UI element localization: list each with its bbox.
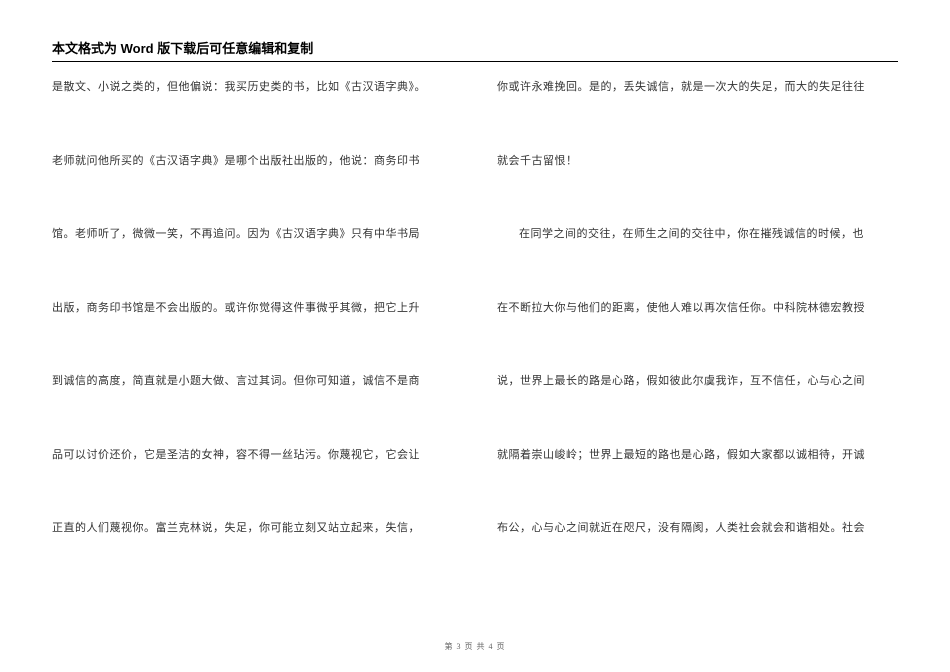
text-line: 布公，心与心之间就近在咫尺，没有隔阂，人类社会就会和谐相处。社会 — [497, 520, 898, 537]
left-column: 是散文、小说之类的，但他偏说：我买历史类的书，比如《古汉语字典》。 老师就问他所… — [52, 79, 453, 537]
text-line: 在同学之间的交往，在师生之间的交往中，你在摧残诚信的时候，也 — [497, 226, 898, 243]
text-line: 你或许永难挽回。是的，丢失诚信，就是一次大的失足，而大的失足往往 — [497, 79, 898, 96]
text-line: 是散文、小说之类的，但他偏说：我买历史类的书，比如《古汉语字典》。 — [52, 79, 453, 96]
text-line: 品可以讨价还价，它是圣洁的女神，容不得一丝玷污。你蔑视它，它会让 — [52, 447, 453, 464]
page-number: 第 3 页 共 4 页 — [445, 642, 506, 651]
text-line: 老师就问他所买的《古汉语字典》是哪个出版社出版的，他说：商务印书 — [52, 153, 453, 170]
text-line: 就隔着崇山峻岭；世界上最短的路也是心路，假如大家都以诚相待，开诚 — [497, 447, 898, 464]
text-line: 出版，商务印书馆是不会出版的。或许你觉得这件事微乎其微，把它上升 — [52, 300, 453, 317]
text-line: 正直的人们蔑视你。富兰克林说，失足，你可能立刻又站立起来，失信， — [52, 520, 453, 537]
text-line: 到诚信的高度，简直就是小题大做、言过其词。但你可知道，诚信不是商 — [52, 373, 453, 390]
document-header: 本文格式为 Word 版下载后可任意编辑和复制 — [52, 38, 898, 62]
text-line: 馆。老师听了，微微一笑，不再追问。因为《古汉语字典》只有中华书局 — [52, 226, 453, 243]
text-line: 就会千古留恨！ — [497, 153, 898, 170]
right-column: 你或许永难挽回。是的，丢失诚信，就是一次大的失足，而大的失足往往 就会千古留恨！… — [497, 79, 898, 537]
document-content: 是散文、小说之类的，但他偏说：我买历史类的书，比如《古汉语字典》。 老师就问他所… — [52, 79, 898, 537]
text-line: 在不断拉大你与他们的距离，使他人难以再次信任你。中科院林德宏教授 — [497, 300, 898, 317]
text-line: 说，世界上最长的路是心路，假如彼此尔虞我诈，互不信任，心与心之间 — [497, 373, 898, 390]
header-title: 本文格式为 Word 版下载后可任意编辑和复制 — [52, 38, 898, 57]
document-footer: 第 3 页 共 4 页 — [0, 641, 950, 652]
